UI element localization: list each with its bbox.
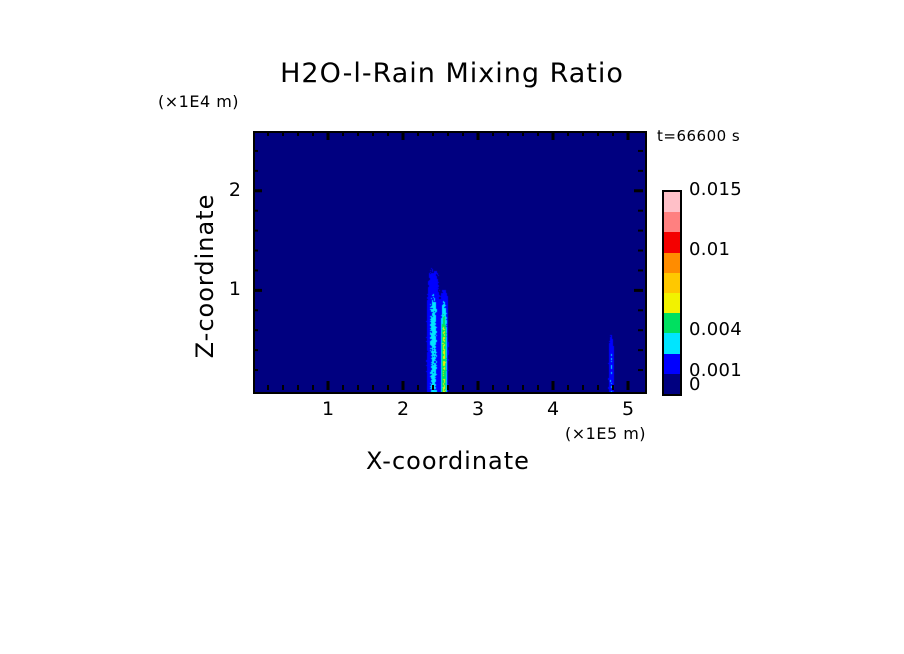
- x-tick-label: 4: [546, 398, 560, 420]
- x-tick-label: 3: [471, 398, 485, 420]
- x-axis-unit-label: (×1E5 m): [565, 424, 647, 443]
- colorbar-tick-label: 0.01: [689, 239, 731, 260]
- y-axis-unit-label: (×1E4 m): [158, 92, 240, 111]
- x-axis-title: X-coordinate: [366, 447, 530, 475]
- colorbar-band: [664, 212, 680, 233]
- colorbar-band: [664, 333, 680, 354]
- x-tick-label: 5: [621, 398, 635, 420]
- colorbar-tick-label: 0.001: [689, 360, 743, 381]
- mixing-ratio-field: [255, 133, 645, 392]
- plot-area: [253, 131, 647, 394]
- x-tick-label: 1: [321, 398, 335, 420]
- page-title: H2O-l-Rain Mixing Ratio: [280, 58, 624, 89]
- colorbar-tick-label: 0: [689, 374, 701, 395]
- y-tick-label: 1: [228, 278, 241, 301]
- colorbar-band: [664, 232, 680, 253]
- colorbar-band: [664, 192, 680, 213]
- time-annotation: t=66600 s: [657, 127, 741, 145]
- colorbar: [662, 190, 682, 396]
- y-tick-label: 2: [228, 178, 241, 201]
- x-tick-label: 2: [396, 398, 410, 420]
- colorbar-band: [664, 313, 680, 334]
- colorbar-band: [664, 353, 680, 374]
- colorbar-band: [664, 252, 680, 273]
- colorbar-band: [664, 272, 680, 293]
- colorbar-band: [664, 373, 680, 394]
- colorbar-tick-label: 0.004: [689, 319, 743, 340]
- colorbar-tick-label: 0.015: [689, 179, 743, 200]
- colorbar-band: [664, 292, 680, 314]
